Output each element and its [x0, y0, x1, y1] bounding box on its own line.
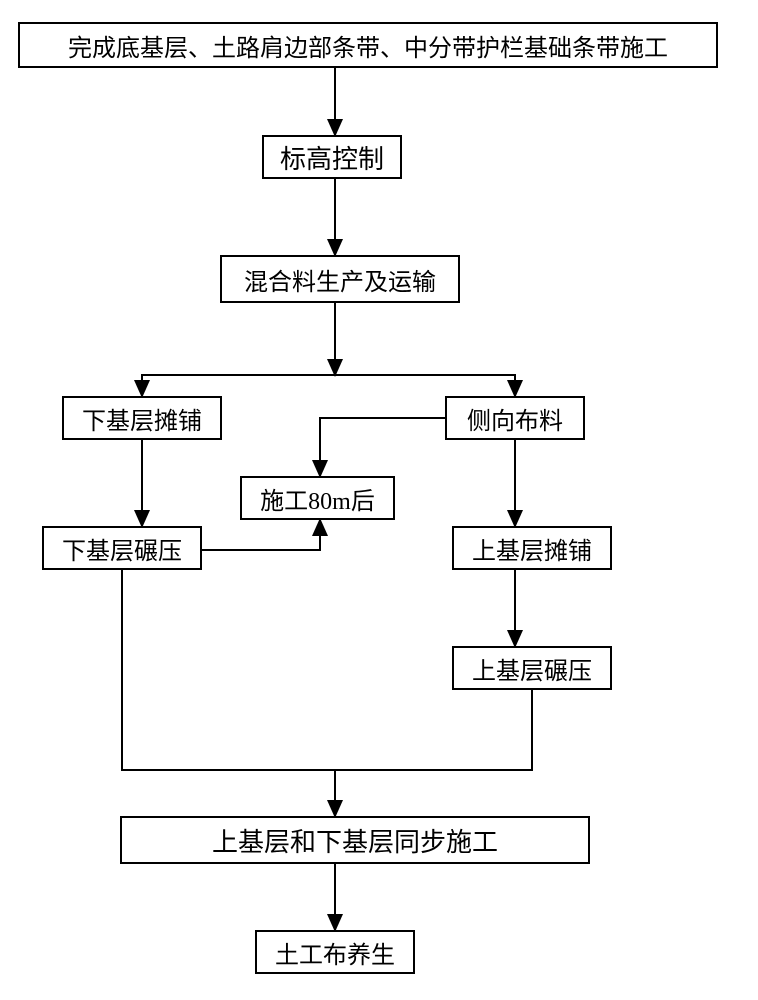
flow-edge-e7 [202, 520, 320, 550]
flow-edge-e3b [335, 375, 515, 396]
flow-edge-e9 [335, 690, 532, 770]
flow-node-n7: 下基层碾压 [42, 526, 202, 570]
flow-node-label: 完成底基层、土路肩边部条带、中分带护栏基础条带施工 [68, 28, 668, 63]
flowchart-canvas: 完成底基层、土路肩边部条带、中分带护栏基础条带施工标高控制混合料生产及运输下基层… [0, 0, 758, 1000]
flow-node-n1: 完成底基层、土路肩边部条带、中分带护栏基础条带施工 [18, 22, 718, 68]
flow-node-n8: 上基层摊铺 [452, 526, 612, 570]
flow-node-n4: 下基层摊铺 [62, 396, 222, 440]
flow-node-n9: 上基层碾压 [452, 646, 612, 690]
flow-node-label: 施工80m后 [260, 481, 375, 516]
flow-node-label: 下基层摊铺 [82, 401, 202, 436]
flow-node-label: 上基层和下基层同步施工 [212, 822, 498, 859]
flow-node-label: 上基层摊铺 [472, 531, 592, 566]
flow-node-label: 下基层碾压 [62, 531, 182, 566]
flow-node-label: 混合料生产及运输 [244, 262, 436, 297]
flow-node-n6: 施工80m后 [240, 476, 395, 520]
flow-node-label: 侧向布料 [467, 401, 563, 436]
flow-node-label: 标高控制 [280, 139, 384, 176]
flow-edge-e3a [142, 375, 335, 396]
flow-node-n11: 土工布养生 [255, 930, 415, 974]
flow-node-n2: 标高控制 [262, 135, 402, 179]
flow-edge-e8 [122, 570, 335, 816]
flow-node-label: 上基层碾压 [472, 651, 592, 686]
flow-node-n5: 侧向布料 [445, 396, 585, 440]
flow-node-n10: 上基层和下基层同步施工 [120, 816, 590, 864]
flow-node-n3: 混合料生产及运输 [220, 255, 460, 303]
flow-node-label: 土工布养生 [275, 935, 395, 970]
flow-edge-e5a [320, 418, 445, 476]
